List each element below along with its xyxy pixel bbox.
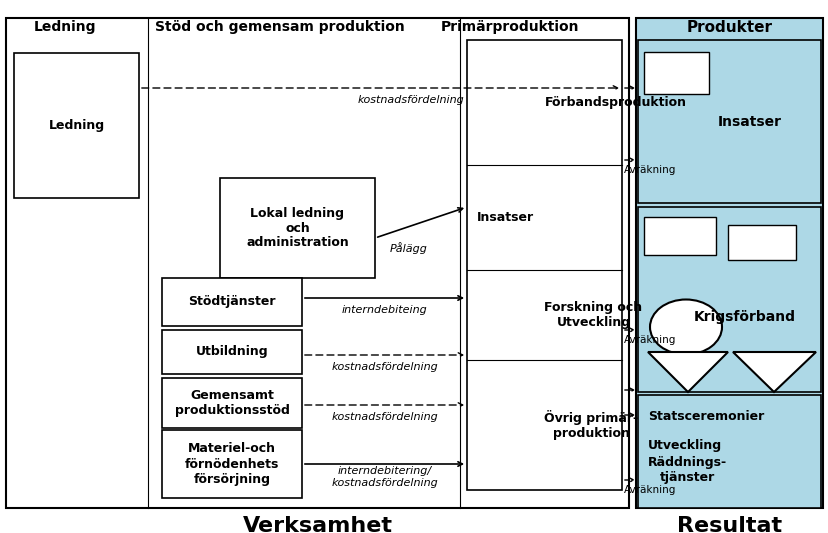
Text: Insatser: Insatser: [717, 115, 781, 128]
Polygon shape: [732, 352, 815, 392]
Text: interndebiteing: interndebiteing: [341, 305, 427, 315]
Text: Primärproduktion: Primärproduktion: [440, 20, 579, 34]
Bar: [161, 430, 301, 498]
Text: Statsceremonier: Statsceremonier: [647, 410, 763, 424]
Bar: [638, 207, 820, 392]
Bar: [161, 330, 301, 374]
Text: Produkter: Produkter: [686, 20, 772, 35]
Text: Utveckling: Utveckling: [647, 439, 721, 451]
Text: Forskning och
Utveckling: Forskning och Utveckling: [544, 301, 642, 329]
Text: Utbildning: Utbildning: [195, 345, 268, 359]
Text: kostnadsfördelning: kostnadsfördelning: [357, 95, 464, 105]
Bar: [643, 217, 715, 255]
Text: kostnadsfördelning: kostnadsfördelning: [330, 362, 437, 372]
Bar: [161, 378, 301, 428]
Bar: [466, 40, 621, 490]
Text: kostnadsfördelning: kostnadsfördelning: [330, 412, 437, 422]
Bar: [638, 40, 820, 203]
Bar: [635, 18, 822, 508]
Text: Pålägg: Pålägg: [389, 242, 427, 254]
Bar: [14, 53, 139, 198]
Text: Insatser: Insatser: [476, 211, 533, 224]
Bar: [6, 18, 628, 508]
Polygon shape: [647, 352, 727, 392]
Text: Resultat: Resultat: [676, 516, 781, 533]
Text: Verksamhet: Verksamhet: [243, 516, 392, 533]
Text: Övrig primär-
produktion: Övrig primär- produktion: [544, 410, 638, 440]
Text: interndebitering/
kostnadsfördelning: interndebitering/ kostnadsfördelning: [330, 466, 437, 488]
Text: Avräkning: Avräkning: [623, 485, 676, 495]
Text: Avräkning: Avräkning: [623, 165, 676, 175]
Text: Ledning: Ledning: [34, 20, 96, 34]
Text: Krigsförband: Krigsförband: [693, 310, 795, 324]
Bar: [638, 395, 820, 508]
Text: Räddnings-
tjänster: Räddnings- tjänster: [647, 456, 726, 484]
Bar: [643, 52, 708, 94]
Bar: [161, 278, 301, 326]
Text: Materiel-och
förnödenhets
försörjning: Materiel-och förnödenhets försörjning: [185, 442, 279, 486]
Text: Förbandsproduktion: Förbandsproduktion: [544, 96, 686, 109]
Text: Ledning: Ledning: [48, 119, 104, 132]
Text: Avräkning: Avräkning: [623, 335, 676, 345]
Ellipse shape: [649, 300, 721, 354]
Text: Gemensamt
produktionsstöd: Gemensamt produktionsstöd: [175, 389, 289, 417]
Text: Lokal ledning
och
administration: Lokal ledning och administration: [246, 206, 349, 249]
Bar: [727, 225, 795, 260]
Text: Stödtjänster: Stödtjänster: [188, 295, 276, 309]
Bar: [219, 178, 374, 278]
Text: Stöd och gemensam produktion: Stöd och gemensam produktion: [155, 20, 404, 34]
